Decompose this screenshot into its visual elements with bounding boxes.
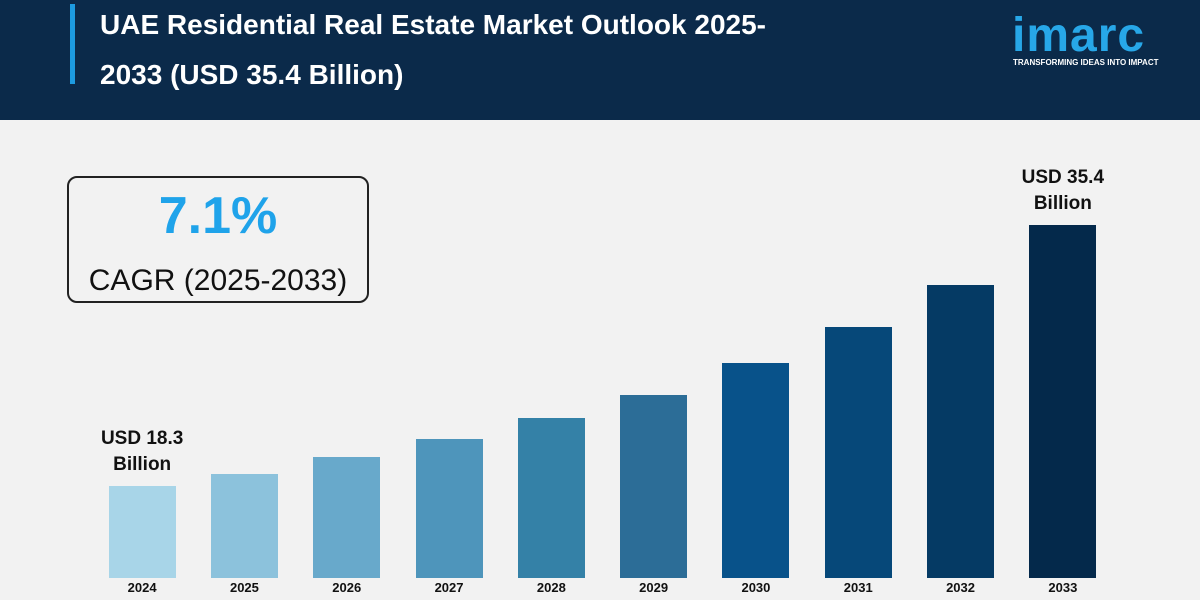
x-tick-label: 2030 <box>741 580 771 595</box>
bar <box>824 327 892 578</box>
bar <box>415 438 483 578</box>
x-tick-label: 2027 <box>434 580 464 595</box>
title: UAE Residential Real Estate Market Outlo… <box>100 9 766 90</box>
value-label: USD 18.3 Billion <box>100 428 184 476</box>
bar <box>927 284 995 578</box>
bar <box>313 457 381 578</box>
cagr-box: 7.1% CAGR (2025-2033) <box>67 176 369 303</box>
x-tick-label: 2033 <box>1048 580 1078 595</box>
x-tick-label: 2032 <box>946 580 975 595</box>
bar <box>1029 225 1097 578</box>
header: UAE Residential Real Estate Market Outlo… <box>0 0 1200 120</box>
x-tick-label: 2029 <box>639 580 669 595</box>
bar <box>108 486 176 578</box>
accent-bar <box>70 4 75 84</box>
x-tick-label: 2026 <box>332 580 362 595</box>
bar <box>620 394 688 578</box>
x-tick-label: 2031 <box>843 580 873 595</box>
bar <box>517 417 585 578</box>
bar <box>722 362 790 578</box>
x-tick-label: 2025 <box>229 580 259 595</box>
logo: imarc <box>1012 9 1146 62</box>
value-label: USD 35.4 Billion <box>1021 167 1105 214</box>
cagr-label: CAGR (2025-2033) <box>88 264 348 297</box>
cagr-value: 7.1% <box>158 187 278 245</box>
x-tick-label: 2024 <box>127 580 157 595</box>
x-tick-label: 2028 <box>536 580 566 595</box>
bar <box>210 474 278 578</box>
tagline: TRANSFORMING IDEAS INTO IMPACT <box>1013 58 1159 67</box>
